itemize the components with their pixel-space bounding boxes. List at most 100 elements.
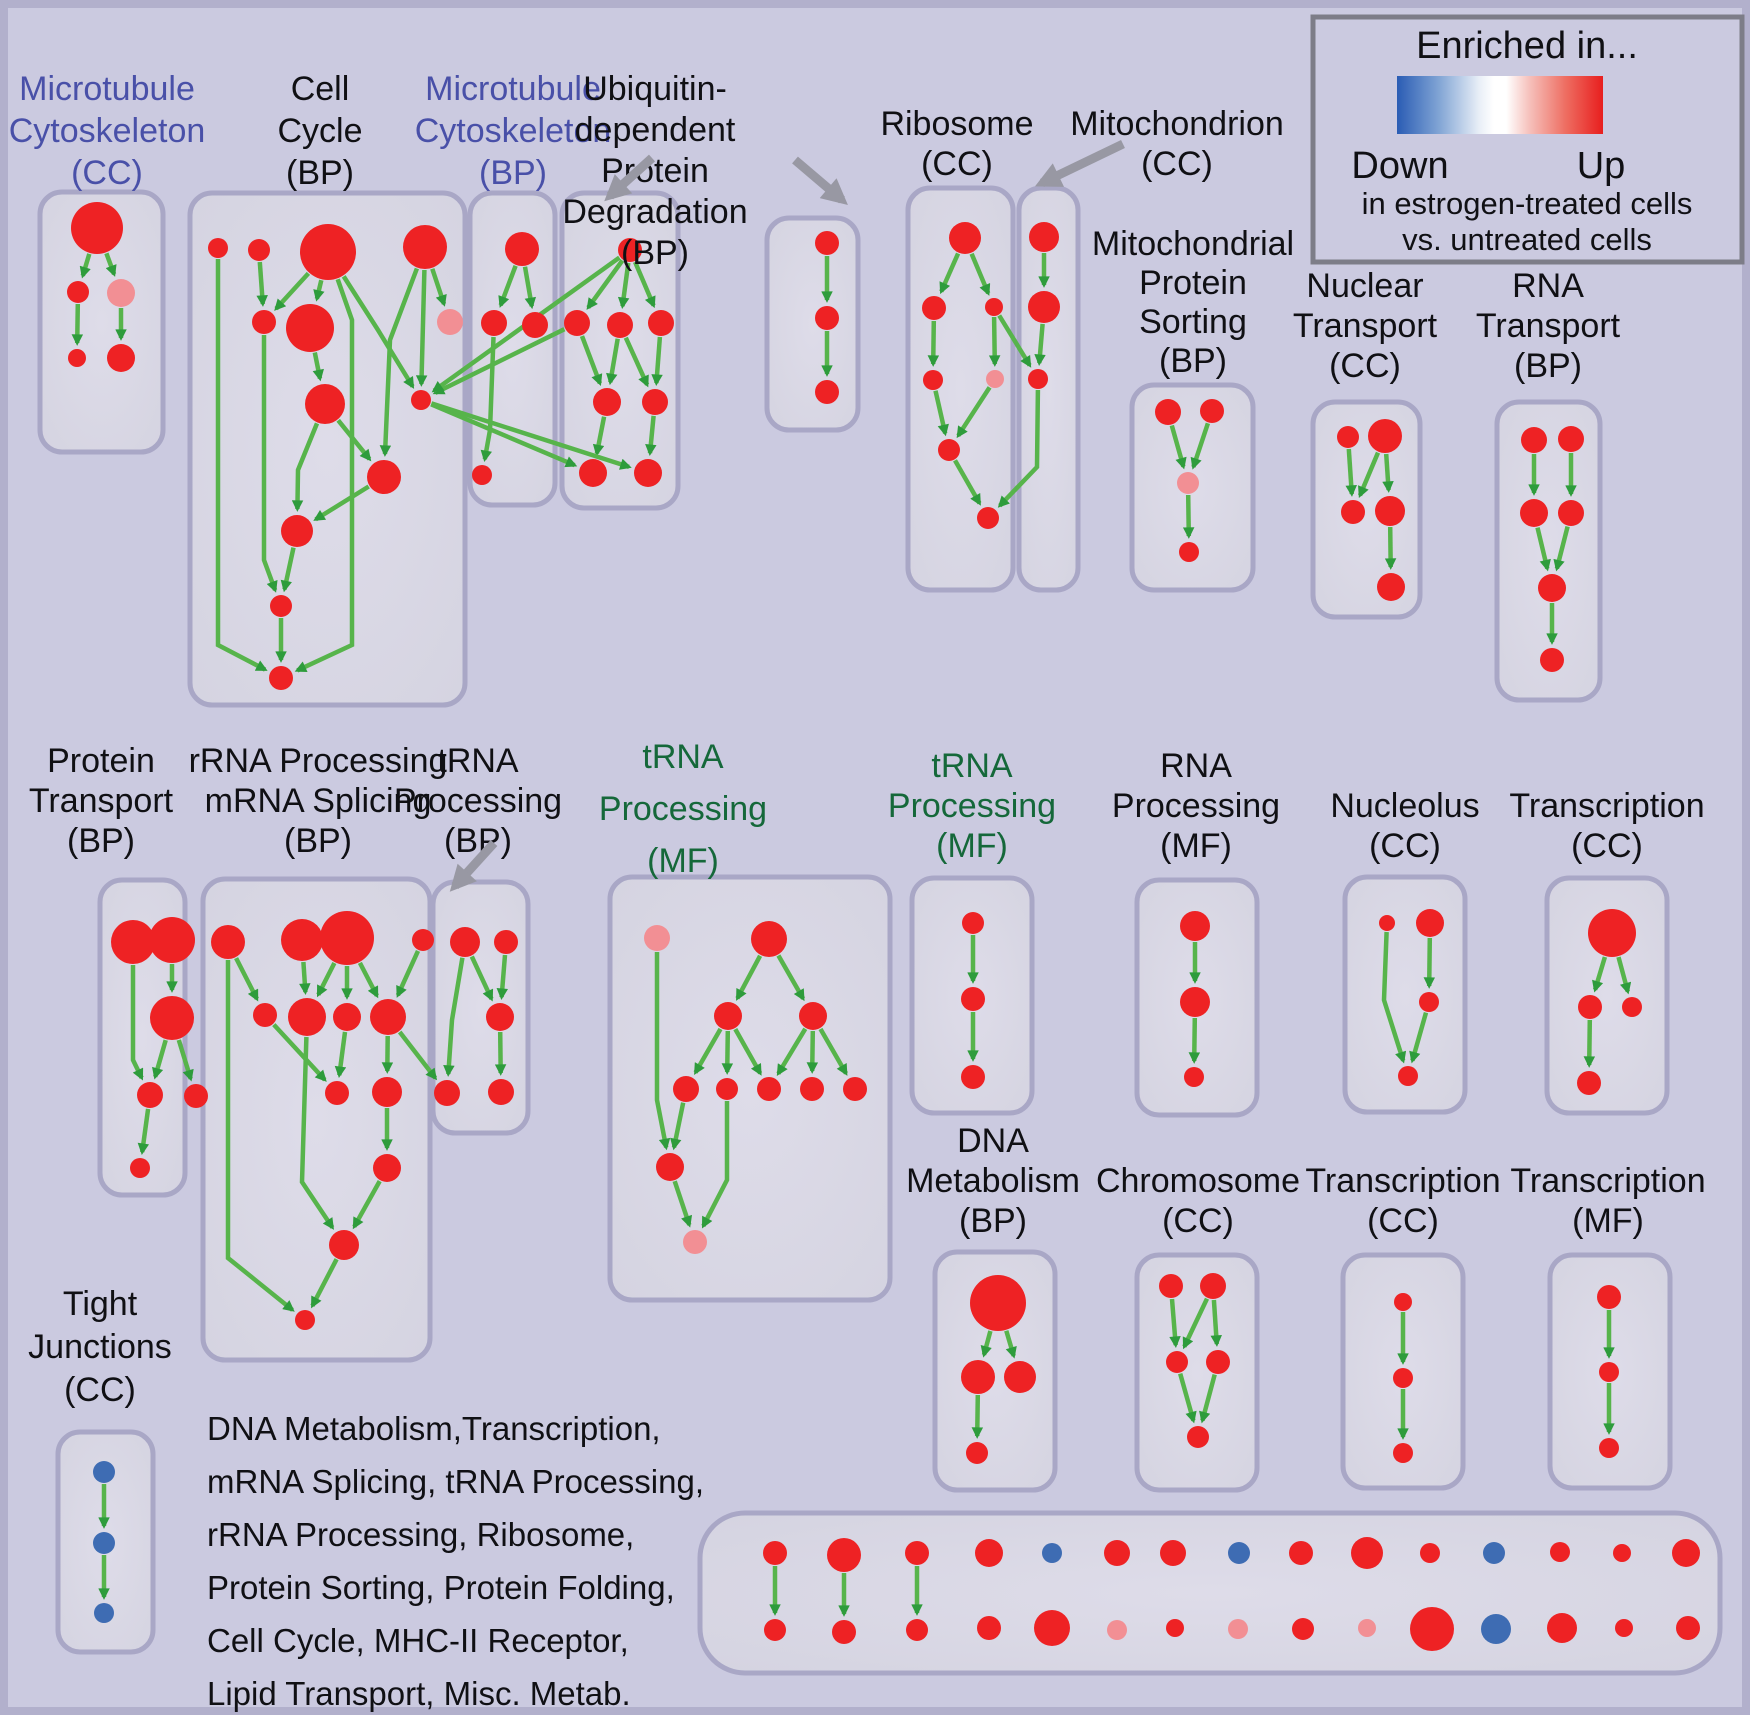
edge-cellcycle	[291, 422, 320, 512]
cluster-label-tmf2: tRNA	[931, 747, 1013, 785]
go-term-node-red	[320, 911, 374, 965]
edge-cellcycle	[280, 547, 296, 593]
edge-cellcycle	[274, 271, 311, 311]
edge-mito	[1034, 323, 1046, 366]
go-term-node-red	[799, 1002, 827, 1030]
go-term-node-red	[370, 999, 406, 1035]
go-term-node-red	[1613, 1544, 1631, 1562]
edge-mt_cc	[71, 303, 84, 346]
cluster-box-tcc1	[1544, 875, 1670, 1116]
go-term-node-red	[1292, 1618, 1314, 1640]
go-term-node-red	[1410, 1607, 1454, 1651]
edge-nuct	[1357, 451, 1381, 499]
go-term-node-red	[481, 310, 507, 336]
go-term-node-red	[1289, 1541, 1313, 1565]
go-term-node-red	[1420, 1543, 1440, 1563]
cluster-label-mt_cc: Microtubule	[19, 70, 195, 108]
cluster-label-rrna: (BP)	[284, 822, 352, 860]
cross-edge	[430, 401, 632, 470]
edge-mt_cc	[104, 252, 117, 277]
go-term-node-red	[1597, 1285, 1621, 1309]
go-term-node-red	[1558, 426, 1584, 452]
cluster-label-trbp: (BP)	[444, 822, 512, 860]
cluster-label-tj: Tight	[63, 1285, 138, 1323]
go-term-node-red	[1419, 992, 1439, 1012]
legend-subtitle-2: vs. untreated cells	[1402, 222, 1652, 257]
go-term-node-red	[1520, 499, 1548, 527]
cluster-label-mito: Mitochondrion	[1070, 105, 1284, 143]
cluster-label-pt: Transport	[29, 782, 174, 820]
cluster-label-mt_cc: Cytoskeleton	[9, 112, 206, 150]
go-term-node-red	[673, 1076, 699, 1102]
cluster-label-rnat: RNA	[1512, 267, 1584, 305]
go-term-node-red	[1622, 997, 1642, 1017]
label-pointer-arrow	[792, 156, 848, 206]
go-term-node-pink	[437, 309, 463, 335]
go-term-node-red	[1180, 911, 1210, 941]
go-term-node-red	[1180, 987, 1210, 1017]
cluster-label-chrom: (CC)	[1162, 1202, 1234, 1240]
go-term-node-red	[281, 919, 323, 961]
label-pointer-arrow	[604, 154, 656, 202]
misc-terms-text: rRNA Processing, Ribosome,	[207, 1516, 634, 1553]
misc-terms-text: mRNA Splicing, tRNA Processing,	[207, 1463, 704, 1500]
edge-tmf1	[721, 1030, 734, 1075]
edge-ubiq	[586, 259, 625, 310]
edge-cellcycle	[294, 278, 355, 673]
go-term-node-red	[1377, 573, 1405, 601]
go-term-node-red	[906, 1619, 928, 1641]
go-term-node-red	[1416, 909, 1444, 937]
go-term-node-red	[618, 238, 642, 262]
go-term-node-red	[211, 925, 245, 959]
go-term-node-red	[1393, 1443, 1413, 1463]
go-term-node-red	[922, 296, 946, 320]
go-term-node-red	[985, 298, 1003, 316]
go-term-node-red	[248, 239, 270, 261]
go-term-node-red	[71, 202, 123, 254]
edge-dnam	[980, 1330, 993, 1358]
go-term-node-red	[450, 927, 480, 957]
cluster-label-rpmf: Processing	[1112, 787, 1280, 825]
edge-rrna	[395, 949, 421, 998]
cluster-label-mt_bp: (BP)	[479, 154, 547, 192]
edge-cellcycle	[336, 418, 372, 462]
cluster-label-rpmf: RNA	[1160, 747, 1232, 785]
edge-rpmf	[1188, 1017, 1201, 1064]
go-term-node-red	[1337, 426, 1359, 448]
cluster-box-rrna	[200, 876, 433, 1363]
cross-edge	[997, 389, 1041, 508]
go-term-node-red	[1166, 1351, 1188, 1373]
go-term-node-red	[1351, 1537, 1383, 1569]
go-term-node-blue	[94, 1603, 114, 1623]
edge-mps	[1190, 422, 1211, 470]
go-term-node-red	[522, 312, 548, 338]
go-term-node-red	[1393, 1368, 1413, 1388]
go-term-node-blue	[1042, 1543, 1062, 1563]
go-term-node-pink	[107, 279, 135, 307]
go-term-node-red	[1179, 542, 1199, 562]
cluster-box-mt_cc	[37, 189, 166, 455]
cluster-label-dnam: (BP)	[959, 1202, 1027, 1240]
cluster-label-tj: (CC)	[64, 1371, 136, 1409]
go-term-node-red	[1615, 1619, 1633, 1637]
cluster-label-mt_bp: Cytoskeleton	[415, 112, 612, 150]
go-term-node-red	[716, 1078, 738, 1100]
go-term-node-red	[286, 304, 334, 352]
go-term-node-red	[1538, 574, 1566, 602]
edge-ribosome	[988, 316, 1001, 367]
edge-chrom	[1182, 1297, 1210, 1350]
edge-cellcycle	[261, 335, 278, 593]
cross-edge	[430, 402, 578, 468]
go-term-node-red	[505, 232, 539, 266]
go-term-node-pink	[1228, 1619, 1248, 1639]
go-term-node-red	[252, 310, 276, 334]
edge-rrna	[299, 961, 311, 995]
cluster-box-dnam	[932, 1249, 1058, 1493]
go-term-node-pink	[1177, 472, 1199, 494]
go-term-node-red	[149, 917, 195, 963]
edge-ribosome	[956, 386, 992, 439]
edge-ribosome	[969, 252, 991, 296]
edge-tmf1	[806, 1030, 819, 1074]
